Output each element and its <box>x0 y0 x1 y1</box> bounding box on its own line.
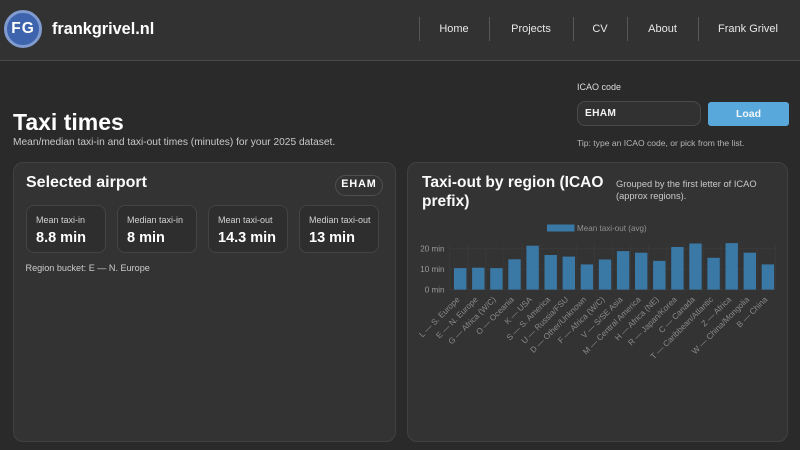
svg-text:10 min: 10 min <box>420 265 444 274</box>
svg-text:Mean taxi-out (avg): Mean taxi-out (avg) <box>577 224 647 233</box>
svg-text:20 min: 20 min <box>420 245 444 254</box>
svg-text:0 min: 0 min <box>425 286 445 295</box>
